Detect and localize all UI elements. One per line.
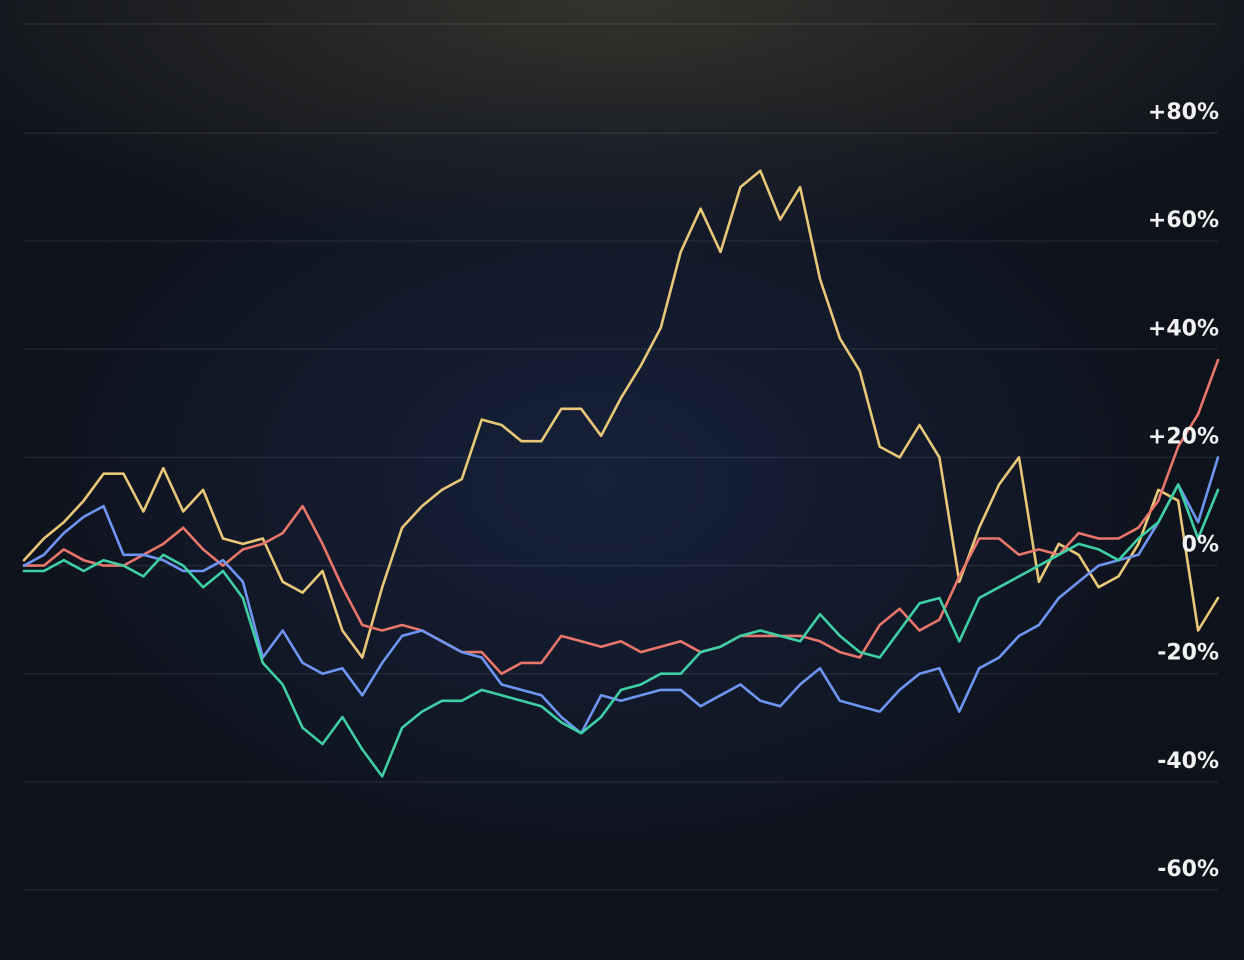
y-tick-label: -60% bbox=[1157, 857, 1219, 882]
series-line-2 bbox=[22, 358, 1220, 675]
y-tick-label: -40% bbox=[1157, 749, 1219, 774]
series-line-4 bbox=[22, 483, 1220, 778]
series-lines bbox=[22, 169, 1220, 778]
y-axis-labels: +80% +60% +40% +20% 0% -20% -40% -60% bbox=[1148, 100, 1219, 882]
y-tick-label: -20% bbox=[1157, 641, 1219, 666]
gridlines bbox=[24, 23, 1218, 891]
y-tick-label: +80% bbox=[1148, 100, 1219, 125]
y-tick-label: +20% bbox=[1148, 424, 1219, 449]
series-line-3 bbox=[22, 456, 1220, 735]
y-tick-label: 0% bbox=[1182, 533, 1219, 558]
y-tick-label: +60% bbox=[1148, 208, 1219, 233]
y-tick-label: +40% bbox=[1148, 316, 1219, 341]
series-line-1 bbox=[22, 169, 1220, 659]
